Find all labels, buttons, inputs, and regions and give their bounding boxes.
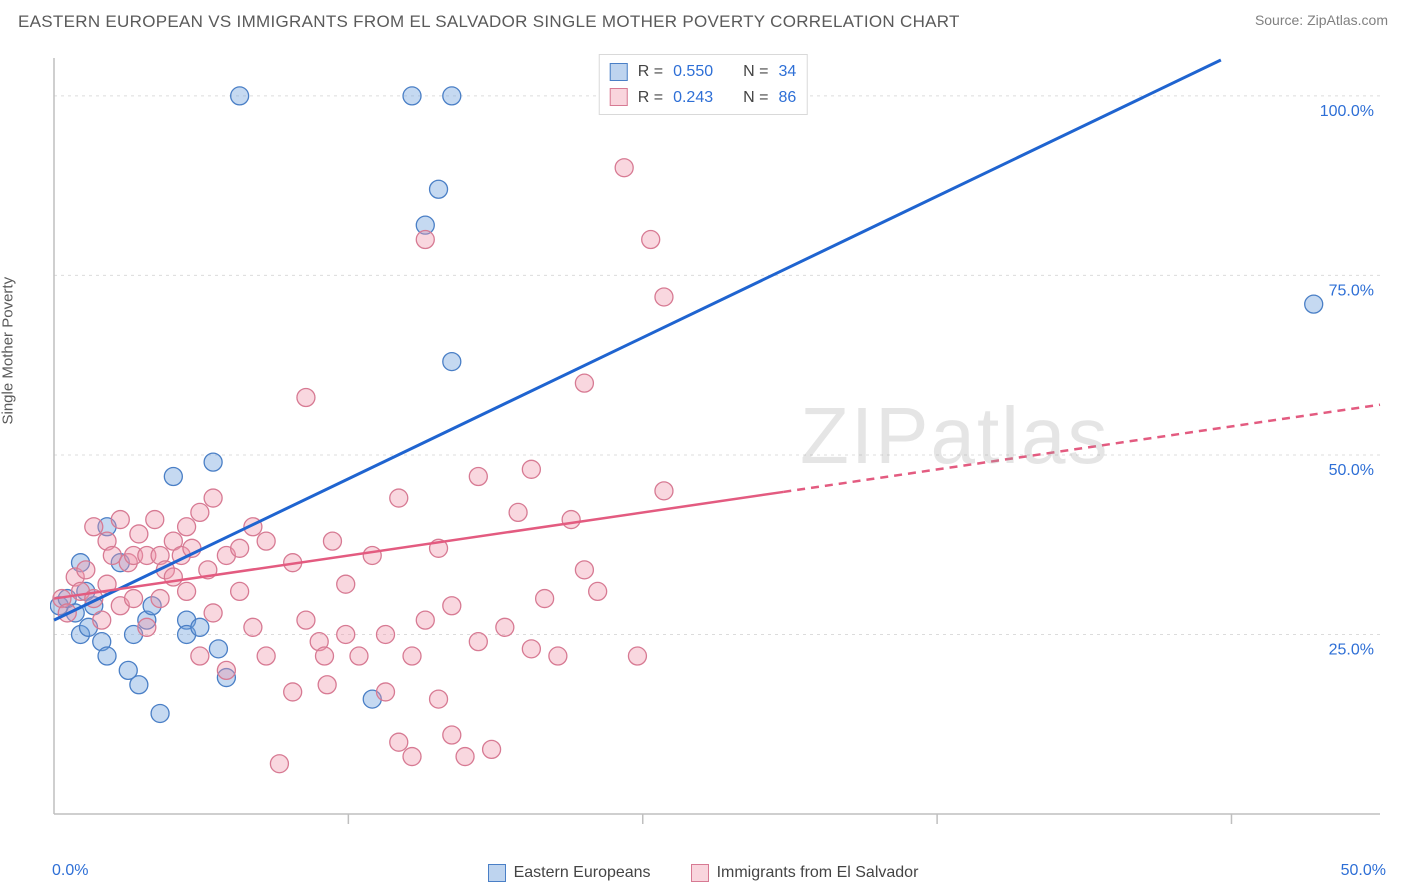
svg-text:25.0%: 25.0% xyxy=(1329,641,1374,658)
legend-item: Eastern Europeans xyxy=(488,864,651,882)
r-value: 0.550 xyxy=(673,59,713,85)
x-tick-min: 0.0% xyxy=(52,862,88,880)
n-label: N = xyxy=(743,59,768,85)
legend-item: Immigrants from El Salvador xyxy=(691,864,919,882)
n-value: 86 xyxy=(778,85,796,111)
legend-stats: R = 0.550 N = 34 R = 0.243 N = 86 xyxy=(599,54,808,115)
svg-text:75.0%: 75.0% xyxy=(1329,282,1374,299)
svg-text:50.0%: 50.0% xyxy=(1329,462,1374,479)
legend-series: Eastern Europeans Immigrants from El Sal… xyxy=(0,864,1406,882)
r-label: R = xyxy=(638,59,663,85)
swatch-blue-icon xyxy=(488,864,506,882)
r-label: R = xyxy=(638,85,663,111)
legend-stats-row: R = 0.243 N = 86 xyxy=(610,85,797,111)
swatch-pink-icon xyxy=(691,864,709,882)
scatter-svg: 25.0% 50.0% 75.0% 100.0% xyxy=(50,54,1390,832)
n-value: 34 xyxy=(778,59,796,85)
legend-stats-row: R = 0.550 N = 34 xyxy=(610,59,797,85)
n-label: N = xyxy=(743,85,768,111)
swatch-blue-icon xyxy=(610,63,628,81)
x-tick-max: 50.0% xyxy=(1341,862,1386,880)
plot-area: 25.0% 50.0% 75.0% 100.0% xyxy=(50,54,1390,832)
source-label: Source: ZipAtlas.com xyxy=(1255,12,1388,28)
r-value: 0.243 xyxy=(673,85,713,111)
svg-text:100.0%: 100.0% xyxy=(1320,103,1374,120)
chart-header: EASTERN EUROPEAN VS IMMIGRANTS FROM EL S… xyxy=(0,0,1406,44)
legend-item-label: Eastern Europeans xyxy=(514,864,651,882)
swatch-pink-icon xyxy=(610,88,628,106)
chart-title: EASTERN EUROPEAN VS IMMIGRANTS FROM EL S… xyxy=(18,12,960,32)
legend-item-label: Immigrants from El Salvador xyxy=(717,864,919,882)
y-axis-label: Single Mother Poverty xyxy=(0,277,17,425)
